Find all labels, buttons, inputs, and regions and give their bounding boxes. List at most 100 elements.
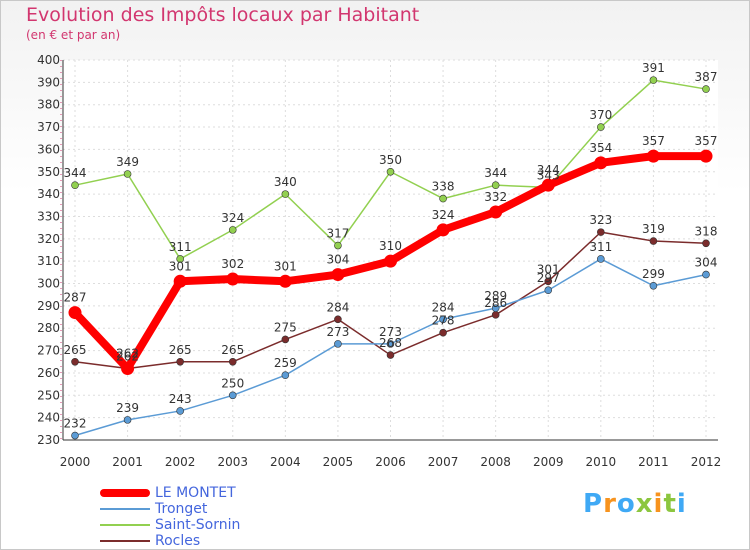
data-label-tronget: 259: [274, 356, 297, 370]
y-tick-label: 370: [37, 120, 60, 134]
data-point-tronget: [281, 371, 290, 379]
data-label-rocles: 319: [642, 222, 665, 236]
legend-label-saint-sornin: Saint-Sornin: [155, 517, 241, 533]
data-label-tronget: 299: [642, 267, 665, 281]
legend-swatch-saint-sornin: [100, 524, 150, 526]
data-point-le-montet: [226, 272, 240, 286]
data-point-tronget: [123, 416, 132, 424]
data-label-tronget: 289: [484, 289, 507, 303]
y-tick-label: 230: [37, 433, 60, 447]
logo-letter: o: [616, 489, 636, 519]
data-label-le-montet: 301: [274, 259, 297, 273]
data-point-le-montet: [646, 149, 660, 163]
data-point-saint-sornin: [649, 76, 658, 84]
y-tick-label: 340: [37, 187, 60, 201]
data-label-saint-sornin: 317: [326, 227, 349, 241]
legend-item-tronget: Tronget: [100, 501, 340, 517]
y-tick-label: 240: [37, 411, 60, 425]
data-point-tronget: [544, 286, 553, 295]
data-point-le-montet: [436, 223, 450, 237]
data-point-saint-sornin: [386, 167, 395, 176]
data-label-tronget: 284: [432, 300, 455, 314]
data-label-le-montet: 262: [116, 346, 139, 360]
data-label-le-montet: 301: [169, 259, 192, 273]
x-tick-label: 2012: [691, 455, 722, 469]
legend-label-rocles: Rocles: [155, 533, 201, 549]
data-label-le-montet: 310: [379, 239, 402, 253]
data-label-saint-sornin: 391: [642, 61, 665, 75]
data-label-rocles: 268: [379, 336, 402, 350]
y-tick-label: 290: [37, 299, 60, 313]
data-label-le-montet: 324: [432, 208, 455, 222]
data-label-saint-sornin: 349: [116, 155, 139, 169]
data-point-tronget: [228, 391, 237, 400]
y-tick-label: 400: [37, 53, 60, 67]
data-label-le-montet: 302: [221, 257, 244, 271]
data-label-le-montet: 357: [642, 134, 665, 148]
data-point-tronget: [649, 281, 658, 290]
data-point-rocles: [491, 311, 500, 319]
data-point-saint-sornin: [176, 255, 184, 263]
data-label-rocles: 318: [695, 224, 718, 238]
chart-title: Evolution des Impôts locaux par Habitant: [26, 4, 420, 26]
data-point-rocles: [334, 315, 342, 324]
data-label-rocles: 323: [589, 213, 612, 227]
x-tick-label: 2005: [323, 455, 354, 469]
data-point-tronget: [386, 340, 395, 348]
data-label-saint-sornin: 338: [432, 180, 455, 194]
data-point-le-montet: [541, 178, 555, 192]
x-tick-label: 2007: [428, 455, 459, 469]
x-tick-label: 2001: [112, 455, 143, 469]
x-tick-label: 2009: [533, 455, 564, 469]
data-point-le-montet: [594, 156, 608, 170]
data-point-saint-sornin: [281, 190, 290, 198]
chart-subtitle: (en € et par an): [26, 28, 121, 42]
data-label-rocles: 265: [64, 343, 87, 357]
legend-swatch-tronget: [100, 508, 150, 510]
data-label-saint-sornin: 311: [169, 240, 192, 254]
x-tick-label: 2011: [638, 455, 669, 469]
series-layer: [68, 76, 713, 440]
data-label-rocles: 265: [221, 343, 244, 357]
logo-letter: P: [583, 489, 604, 519]
data-point-tronget: [491, 304, 500, 312]
y-tick-label: 310: [37, 254, 60, 268]
data-point-le-montet: [331, 268, 345, 282]
data-point-rocles: [176, 357, 184, 366]
data-label-saint-sornin: 370: [589, 108, 612, 122]
data-point-le-montet: [68, 306, 82, 320]
y-tick-label: 260: [37, 366, 60, 380]
legend-label-tronget: Tronget: [155, 501, 208, 517]
data-label-tronget: 232: [64, 417, 87, 431]
data-point-tronget: [176, 407, 184, 415]
data-labels-layer: 265 262 265 265 275 284 268 278 286 301 323 319 318 2…: [64, 61, 718, 430]
data-label-le-montet: 344: [537, 163, 560, 177]
data-label-le-montet: 287: [64, 291, 87, 305]
x-tick-label: 2008: [480, 455, 511, 469]
data-label-le-montet: 354: [589, 141, 612, 155]
data-point-rocles: [702, 239, 710, 248]
data-label-saint-sornin: 350: [379, 153, 402, 167]
y-tick-label: 300: [37, 277, 60, 291]
y-tick-label: 320: [37, 232, 60, 246]
data-label-tronget: 304: [695, 256, 718, 270]
data-point-saint-sornin: [491, 181, 500, 189]
data-label-rocles: 275: [274, 320, 297, 334]
data-point-rocles: [649, 237, 658, 245]
data-point-rocles: [386, 351, 395, 359]
data-label-tronget: 243: [169, 392, 192, 406]
logo-letter: i: [676, 489, 687, 519]
data-point-tronget: [439, 315, 447, 324]
data-point-saint-sornin: [702, 85, 710, 93]
logo-letter: r: [603, 489, 617, 519]
data-label-tronget: 297: [537, 271, 560, 285]
data-point-saint-sornin: [123, 170, 132, 178]
data-label-tronget: 239: [116, 401, 139, 415]
data-label-tronget: 250: [221, 376, 244, 390]
x-tick-label: 2002: [165, 455, 196, 469]
data-label-tronget: 273: [379, 325, 402, 339]
x-tick-label: 2000: [60, 455, 91, 469]
legend-item-le-montet: LE MONTET: [100, 485, 340, 501]
axes: 230 240 250 260 270 280 290 300 310 320 330 340 350 3…: [37, 53, 721, 469]
